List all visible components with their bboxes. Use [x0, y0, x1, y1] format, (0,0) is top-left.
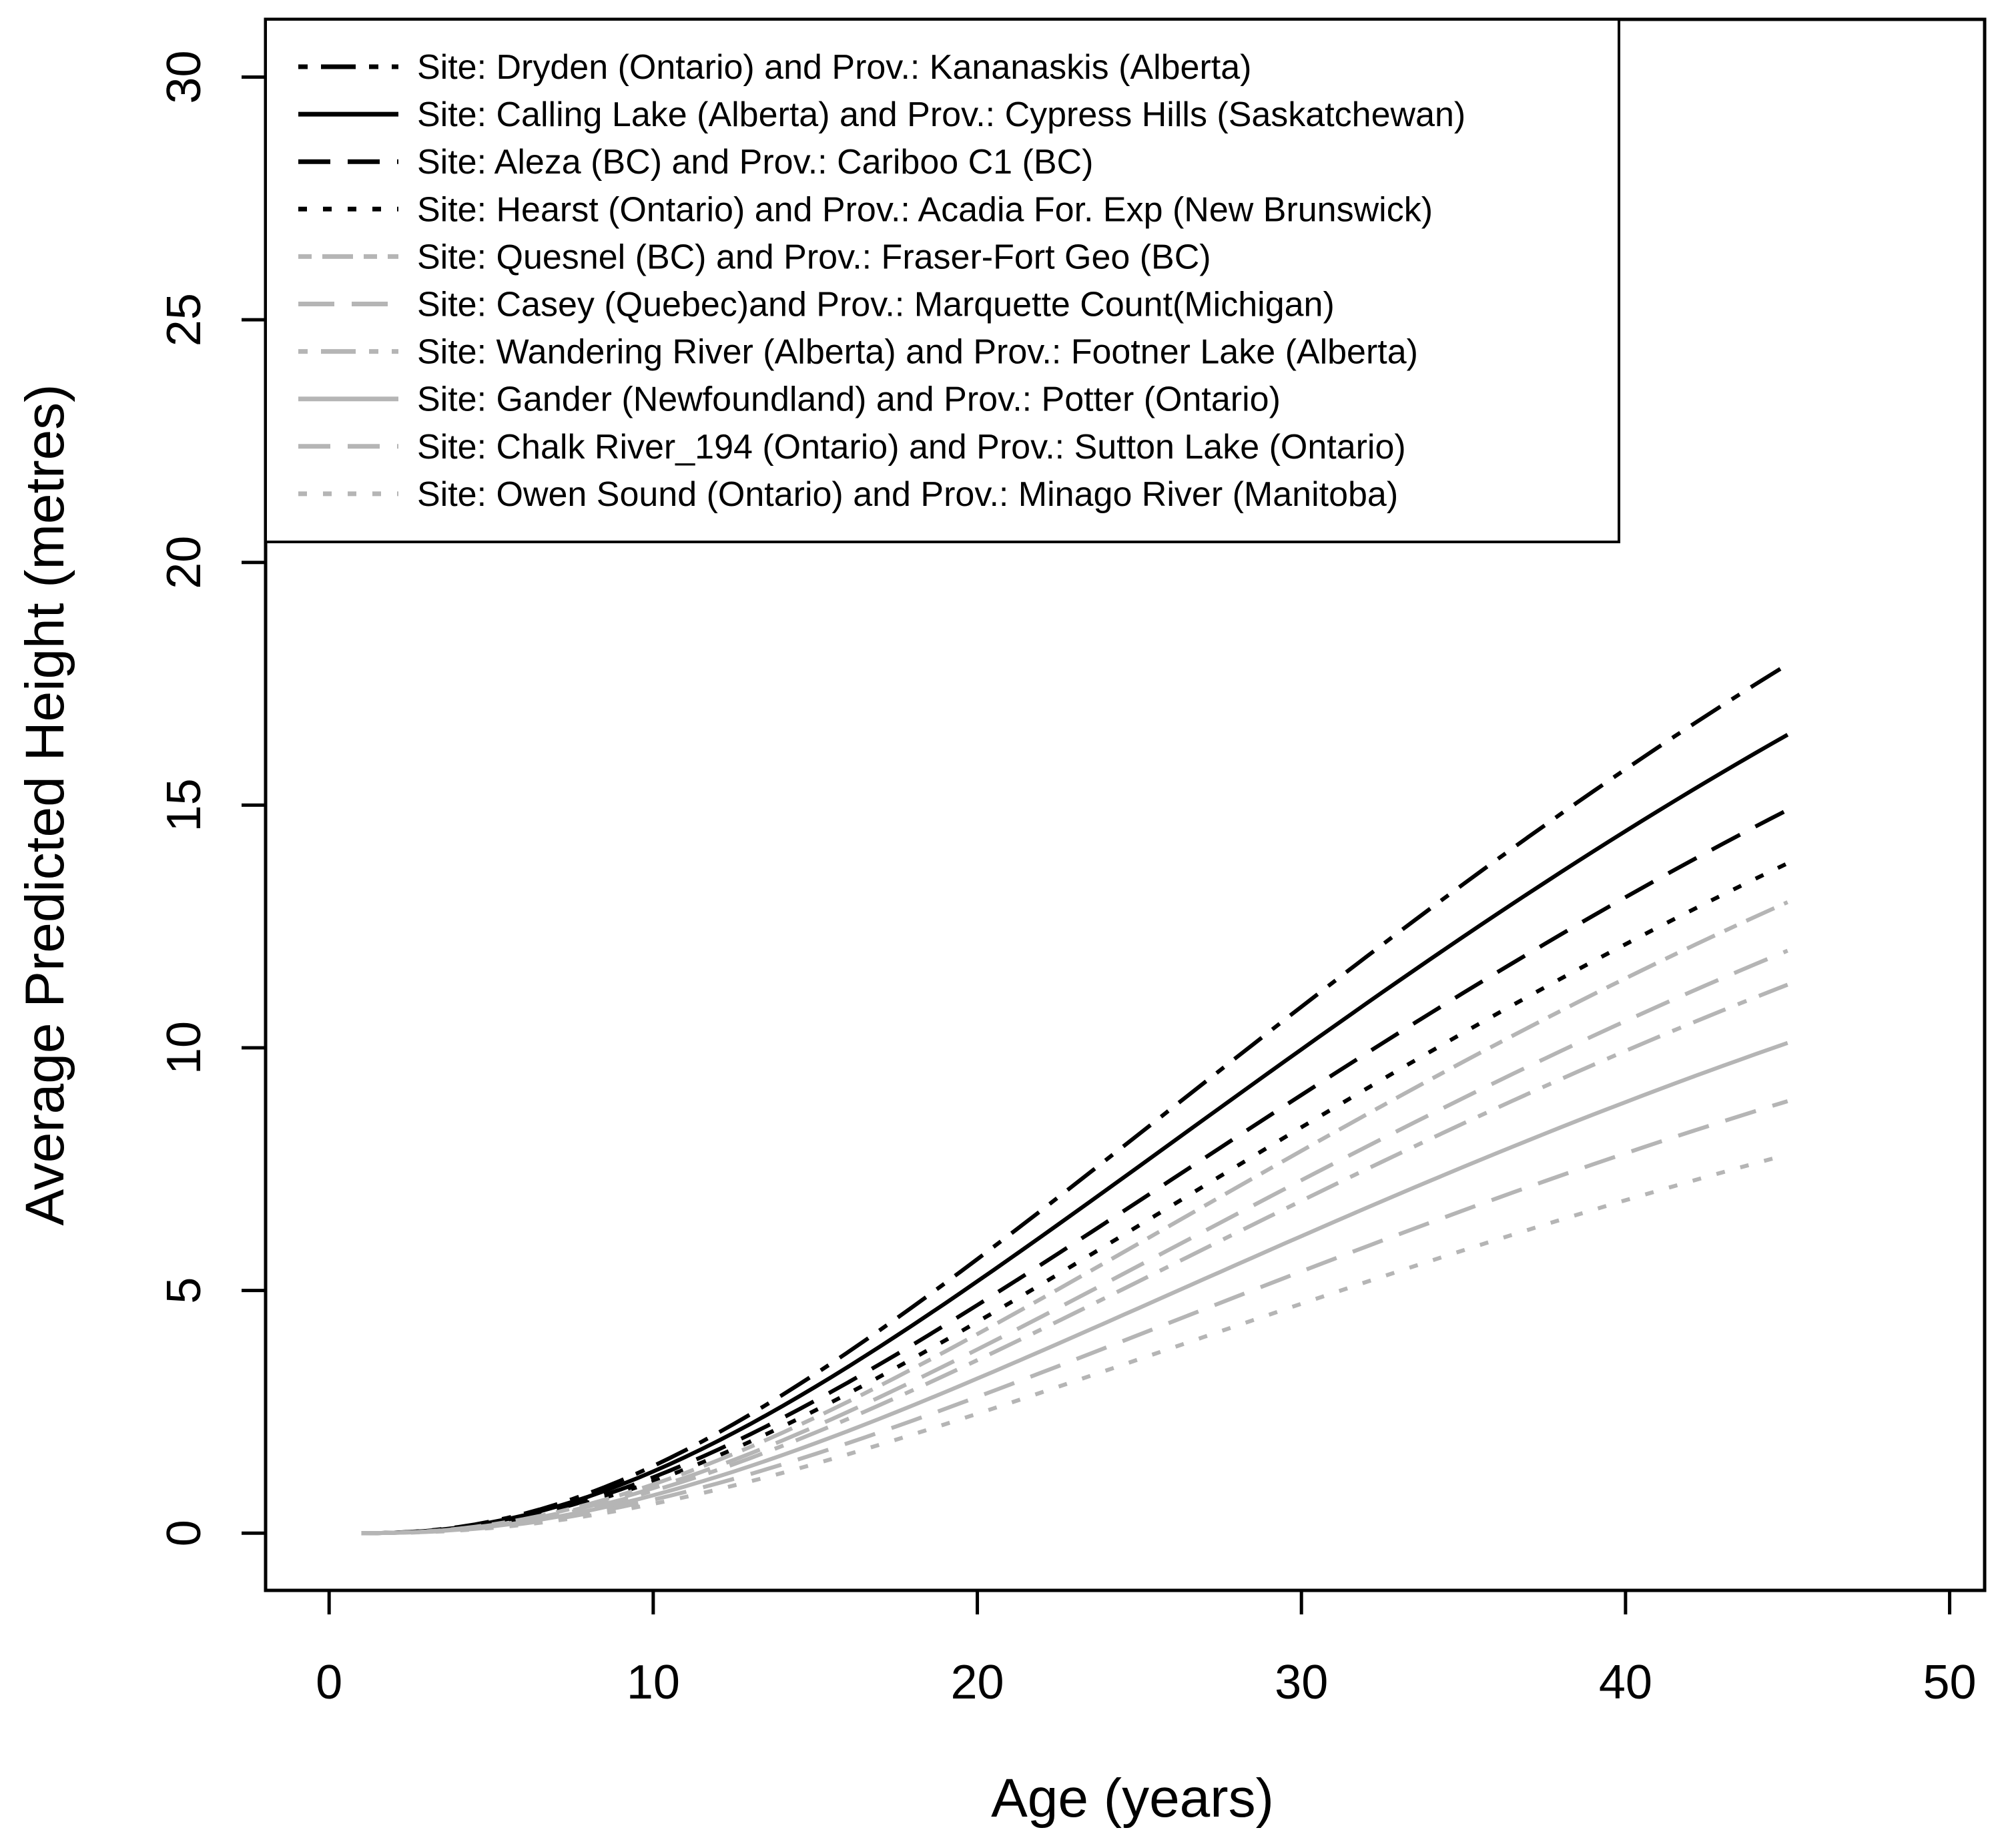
legend-label-3: Site: Aleza (BC) and Prov.: Cariboo C1 (… [417, 143, 1093, 182]
y-tick-label: 5 [157, 1277, 211, 1304]
x-tick-label: 10 [627, 1656, 680, 1709]
x-tick-label: 0 [316, 1656, 342, 1709]
legend-label-5: Site: Quesnel (BC) and Prov.: Fraser-For… [417, 238, 1211, 276]
legend-label-4: Site: Hearst (Ontario) and Prov.: Acadia… [417, 190, 1433, 229]
legend-box [264, 18, 1620, 543]
y-tick-label: 25 [157, 293, 211, 346]
legend-label-6: Site: Casey (Quebec)and Prov.: Marquette… [417, 286, 1335, 324]
curve-7 [361, 982, 1788, 1536]
legend-label-9: Site: Chalk River_194 (Ontario) and Prov… [417, 428, 1406, 467]
y-tick-label: 20 [157, 536, 211, 589]
x-tick-label: 50 [1923, 1656, 1977, 1709]
y-tick-label: 0 [157, 1520, 211, 1546]
x-tick-label: 20 [950, 1656, 1004, 1709]
curve-6 [361, 948, 1788, 1536]
x-axis: 0 10 20 30 40 50 [316, 1590, 1977, 1709]
curve-5 [361, 900, 1788, 1536]
curve-3 [361, 808, 1789, 1536]
legend: Site: Dryden (Ontario) and Prov.: Kanana… [264, 18, 1620, 543]
curve-8 [361, 1040, 1788, 1536]
y-tick-label: 15 [157, 778, 211, 832]
legend-label-2: Site: Calling Lake (Alberta) and Prov.: … [417, 95, 1465, 134]
legend-label-7: Site: Wandering River (Alberta) and Prov… [417, 333, 1418, 372]
y-tick-label: 10 [157, 1021, 211, 1074]
y-axis-title: Average Predicted Height (metres) [15, 384, 75, 1226]
legend-label-10: Site: Owen Sound (Ontario) and Prov.: Mi… [417, 475, 1398, 514]
curve-1 [361, 662, 1789, 1536]
curve-4 [361, 861, 1788, 1536]
curve-9 [361, 1099, 1788, 1536]
legend-label-8: Site: Gander (Newfoundland) and Prov.: P… [417, 380, 1281, 419]
x-tick-label: 30 [1275, 1656, 1328, 1709]
x-axis-title: Age (years) [991, 1768, 1274, 1829]
legend-label-1: Site: Dryden (Ontario) and Prov.: Kanana… [417, 48, 1251, 87]
curves-group [361, 662, 1789, 1536]
y-tick-label: 30 [157, 50, 211, 103]
x-tick-label: 40 [1599, 1656, 1652, 1709]
y-axis: 0 5 10 15 20 25 30 [157, 50, 266, 1546]
curve-2 [361, 733, 1789, 1536]
